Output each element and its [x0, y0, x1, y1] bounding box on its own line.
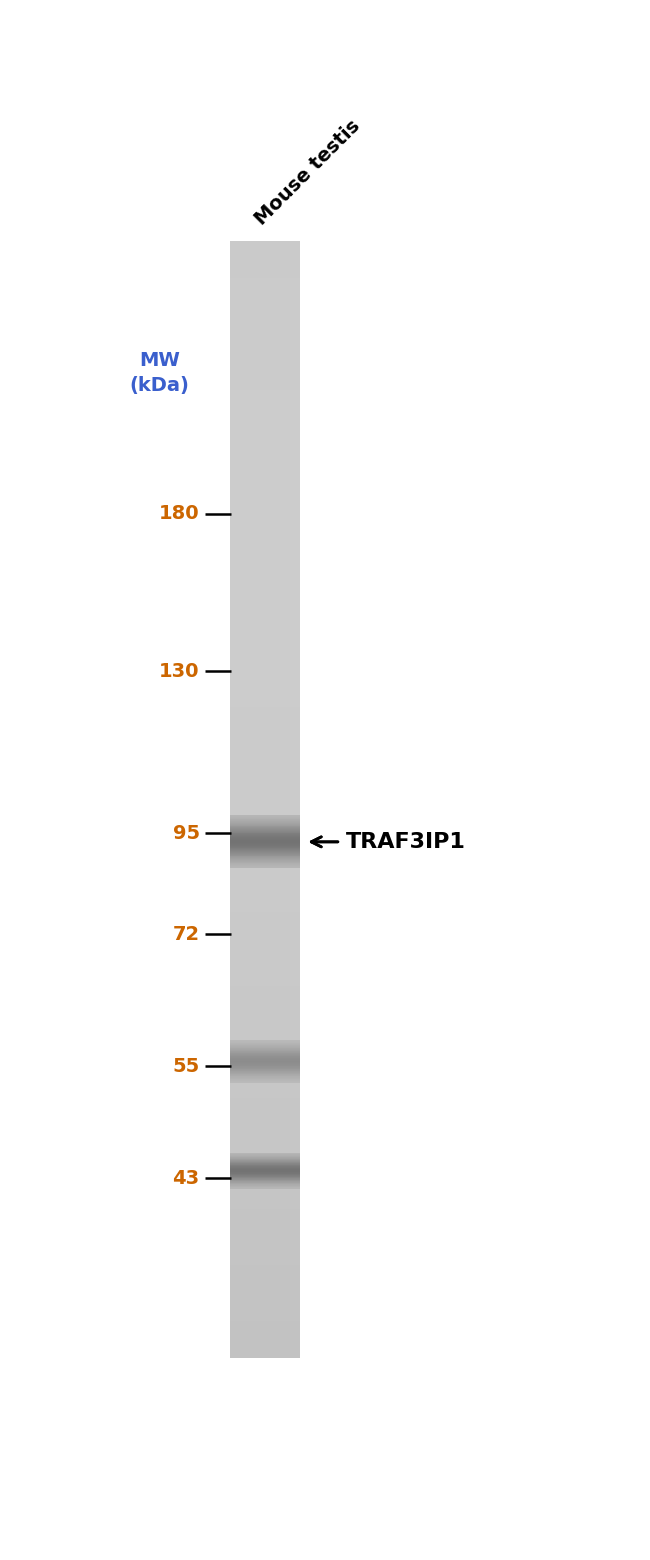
Bar	[230, 1228, 300, 1246]
Text: TRAF3IP1: TRAF3IP1	[346, 831, 465, 852]
Bar	[230, 242, 300, 1359]
Bar	[230, 242, 300, 261]
Text: 180: 180	[159, 504, 200, 524]
Bar	[230, 353, 300, 371]
Bar	[230, 390, 300, 409]
Bar	[230, 1023, 300, 1042]
Bar	[230, 1209, 300, 1228]
Text: 130: 130	[159, 661, 200, 680]
Text: 95: 95	[172, 824, 200, 842]
Bar	[230, 763, 300, 782]
Bar	[230, 279, 300, 296]
Bar	[230, 651, 300, 669]
Bar	[230, 1098, 300, 1117]
Bar	[230, 707, 300, 725]
Bar	[230, 1265, 300, 1284]
Bar	[230, 446, 300, 465]
Bar	[230, 409, 300, 427]
Bar	[230, 688, 300, 707]
Bar	[230, 725, 300, 744]
Bar	[230, 540, 300, 558]
Bar	[230, 1284, 300, 1303]
Bar	[230, 838, 300, 856]
Bar	[230, 930, 300, 948]
Bar	[230, 1117, 300, 1136]
Bar	[230, 744, 300, 763]
Bar	[230, 427, 300, 446]
Bar	[230, 800, 300, 819]
Bar	[230, 782, 300, 800]
Bar	[230, 948, 300, 967]
Bar	[230, 1303, 300, 1321]
Text: Mouse testis: Mouse testis	[252, 117, 364, 229]
Bar	[230, 1061, 300, 1080]
Bar	[230, 613, 300, 632]
Bar	[230, 1136, 300, 1153]
Bar	[230, 967, 300, 986]
Bar	[230, 819, 300, 838]
Bar	[230, 558, 300, 576]
Bar	[230, 576, 300, 594]
Bar	[230, 261, 300, 279]
Bar	[230, 1172, 300, 1190]
Bar	[230, 1005, 300, 1023]
Bar	[230, 1340, 300, 1359]
Bar	[230, 1042, 300, 1061]
Bar	[230, 874, 300, 892]
Bar	[230, 669, 300, 688]
Bar	[230, 334, 300, 353]
Bar	[230, 1246, 300, 1265]
Bar	[230, 371, 300, 390]
Bar	[230, 986, 300, 1005]
Bar	[230, 594, 300, 613]
Bar	[230, 521, 300, 540]
Bar	[230, 296, 300, 315]
Bar	[230, 315, 300, 334]
Bar	[230, 856, 300, 874]
Bar	[230, 1153, 300, 1172]
Text: 43: 43	[172, 1168, 200, 1187]
Bar	[230, 911, 300, 930]
Bar	[230, 484, 300, 502]
Bar	[230, 1321, 300, 1340]
Bar	[230, 1080, 300, 1098]
Bar	[230, 465, 300, 484]
Bar	[230, 1190, 300, 1209]
Bar	[230, 632, 300, 651]
Bar	[230, 502, 300, 521]
Text: 72: 72	[172, 925, 200, 944]
Text: MW
(kDa): MW (kDa)	[129, 351, 189, 395]
Bar	[230, 892, 300, 911]
Text: 55: 55	[172, 1058, 200, 1076]
